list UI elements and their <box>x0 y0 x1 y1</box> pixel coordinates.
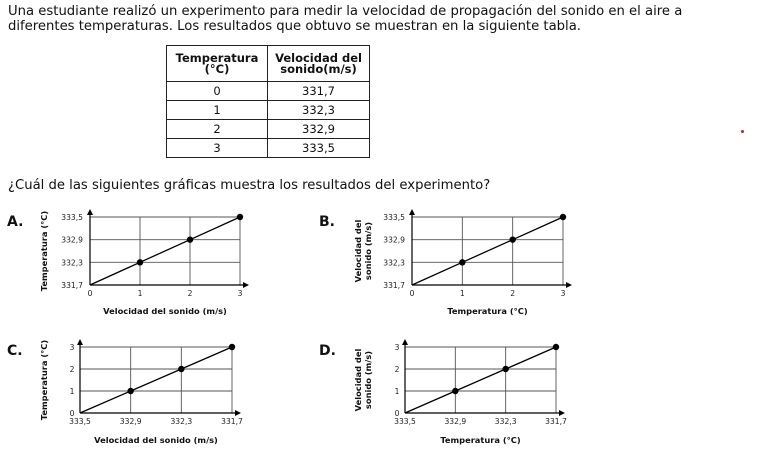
chart-c-series-line <box>79 346 233 414</box>
chart-a-x-tick-label: 2 <box>188 289 193 298</box>
chart-d-x-tick-label: 332,9 <box>444 417 466 426</box>
chart-b-x-label: Temperatura (°C) <box>447 306 528 316</box>
chart-b-data-point <box>459 259 466 266</box>
chart-b-x-tick-label: 2 <box>510 289 515 298</box>
chart-c-y-arrow <box>77 339 83 345</box>
chart-c-x-tick-label: 331,7 <box>221 417 243 426</box>
chart-b-y-tick-label: 332,3 <box>383 258 405 267</box>
chart-d-data-point <box>502 365 509 373</box>
chart-d-series-line <box>404 346 557 414</box>
intro-paragraph: Una estudiante realizó un experimento pa… <box>8 4 683 34</box>
chart-d-y-label-line1: Velocidad del <box>353 349 363 412</box>
chart-c-y-tick-label: 3 <box>70 343 75 352</box>
table-cell: 3 <box>166 138 268 158</box>
chart-d-x-tick-label: 333,5 <box>394 417 416 426</box>
chart-b-y-tick-label: 333,5 <box>383 213 405 222</box>
option-d-letter[interactable]: D. <box>319 343 336 359</box>
chart-b-x-arrow <box>566 282 572 288</box>
chart-d-y-tick-label: 0 <box>395 409 400 418</box>
chart-b-data-point <box>559 213 567 221</box>
chart-a-y-tick-label: 332,9 <box>61 236 83 245</box>
table-row: 3 333,5 <box>166 138 370 158</box>
chart-b-x-tick-label: 1 <box>460 289 465 298</box>
table-cell: 332,9 <box>267 119 370 139</box>
chart-c-y-label: Temperatura (°C) <box>39 340 49 421</box>
chart-d-y-tick-label: 2 <box>395 365 400 374</box>
question-text: ¿Cuál de las siguientes gráficas muestra… <box>8 178 491 193</box>
chart-c-x-tick-label: 332,3 <box>170 417 192 426</box>
chart-d-y-arrow <box>402 339 408 345</box>
chart-b-y-label-line1: Velocidad del <box>353 220 363 283</box>
chart-d-data-point <box>452 387 459 395</box>
table-header-temperature: Temperatura (°C) <box>166 45 268 82</box>
chart-b-y-tick-label: 331,7 <box>383 281 405 290</box>
chart-c-x-tick-label: 332,9 <box>120 417 142 426</box>
chart-d-y-label-line2: sonido (m/s) <box>363 351 373 409</box>
table-cell: 331,7 <box>267 81 370 101</box>
chart-d-x-tick-label: 332,3 <box>495 417 517 426</box>
chart-a-x-tick-label: 1 <box>138 289 143 298</box>
chart-c-y-tick-label: 2 <box>70 365 75 374</box>
chart-c-x-label: Velocidad del sonido (m/s) <box>94 435 218 445</box>
chart-b-x-tick-label: 3 <box>561 289 566 298</box>
chart-a-x-tick-label: 0 <box>88 289 93 298</box>
chart-d-x-tick-label: 331,7 <box>545 417 567 426</box>
chart-c-y-tick-label: 1 <box>70 387 75 396</box>
chart-a-y-tick-label: 331,7 <box>61 281 83 290</box>
chart-b-x-tick-label: 0 <box>410 289 415 298</box>
chart-b-series-line <box>411 216 564 286</box>
chart-b-y-tick-label: 332,9 <box>383 236 405 245</box>
chart-a-y-tick-label: 332,3 <box>61 258 83 267</box>
chart-a-y-tick-label: 333,5 <box>61 213 83 222</box>
chart-a-data-point <box>186 236 194 243</box>
chart-c-y-tick-label: 0 <box>70 409 75 418</box>
chart-c-x-tick-label: 333,5 <box>69 417 91 426</box>
chart-d-y-tick-label: 1 <box>395 387 400 396</box>
chart-c-x-arrow <box>235 410 241 416</box>
chart-b-y-arrow <box>409 209 415 215</box>
chart-a-x-tick-label: 3 <box>238 289 243 298</box>
chart-a-x-label: Velocidad del sonido (m/s) <box>103 306 227 316</box>
option-b-letter[interactable]: B. <box>319 214 335 230</box>
option-c-letter[interactable]: C. <box>7 343 23 359</box>
results-table: Temperatura (°C) Velocidad del sonido(m/… <box>166 45 370 158</box>
option-a-letter[interactable]: A. <box>7 214 24 230</box>
chart-b-y-label-line2: sonido (m/s) <box>363 222 373 280</box>
chart-d-x-label: Temperatura (°C) <box>440 435 521 445</box>
chart-a-y-arrow <box>87 209 93 215</box>
table-row: 0 331,7 <box>166 81 370 101</box>
chart-a-series-line <box>89 216 241 286</box>
chart-c-data-point <box>178 365 185 373</box>
header-temperature-label: Temperatura (°C) <box>175 50 259 76</box>
table-header-speed: Velocidad del sonido(m/s) <box>267 45 370 82</box>
table-row: 1 332,3 <box>166 100 370 120</box>
table-cell: 332,3 <box>267 100 370 120</box>
chart-d-data-point <box>552 343 560 351</box>
table-cell: 333,5 <box>267 138 370 158</box>
chart-a-data-point <box>136 259 144 266</box>
header-speed-label: Velocidad del sonido(m/s) <box>275 50 362 76</box>
chart-c-data-point <box>127 387 134 395</box>
chart-d-y-tick-label: 3 <box>395 343 400 352</box>
chart-a-y-label: Temperatura (°C) <box>39 211 49 292</box>
chart-d-x-arrow <box>559 410 565 416</box>
chart-a-data-point <box>236 213 244 221</box>
chart-b-data-point <box>509 236 516 243</box>
chart-c-data-point <box>228 343 236 351</box>
chart-a-x-arrow <box>243 282 249 288</box>
red-dot-mark <box>741 130 744 133</box>
table-header-row: Temperatura (°C) Velocidad del sonido(m/… <box>166 45 370 82</box>
